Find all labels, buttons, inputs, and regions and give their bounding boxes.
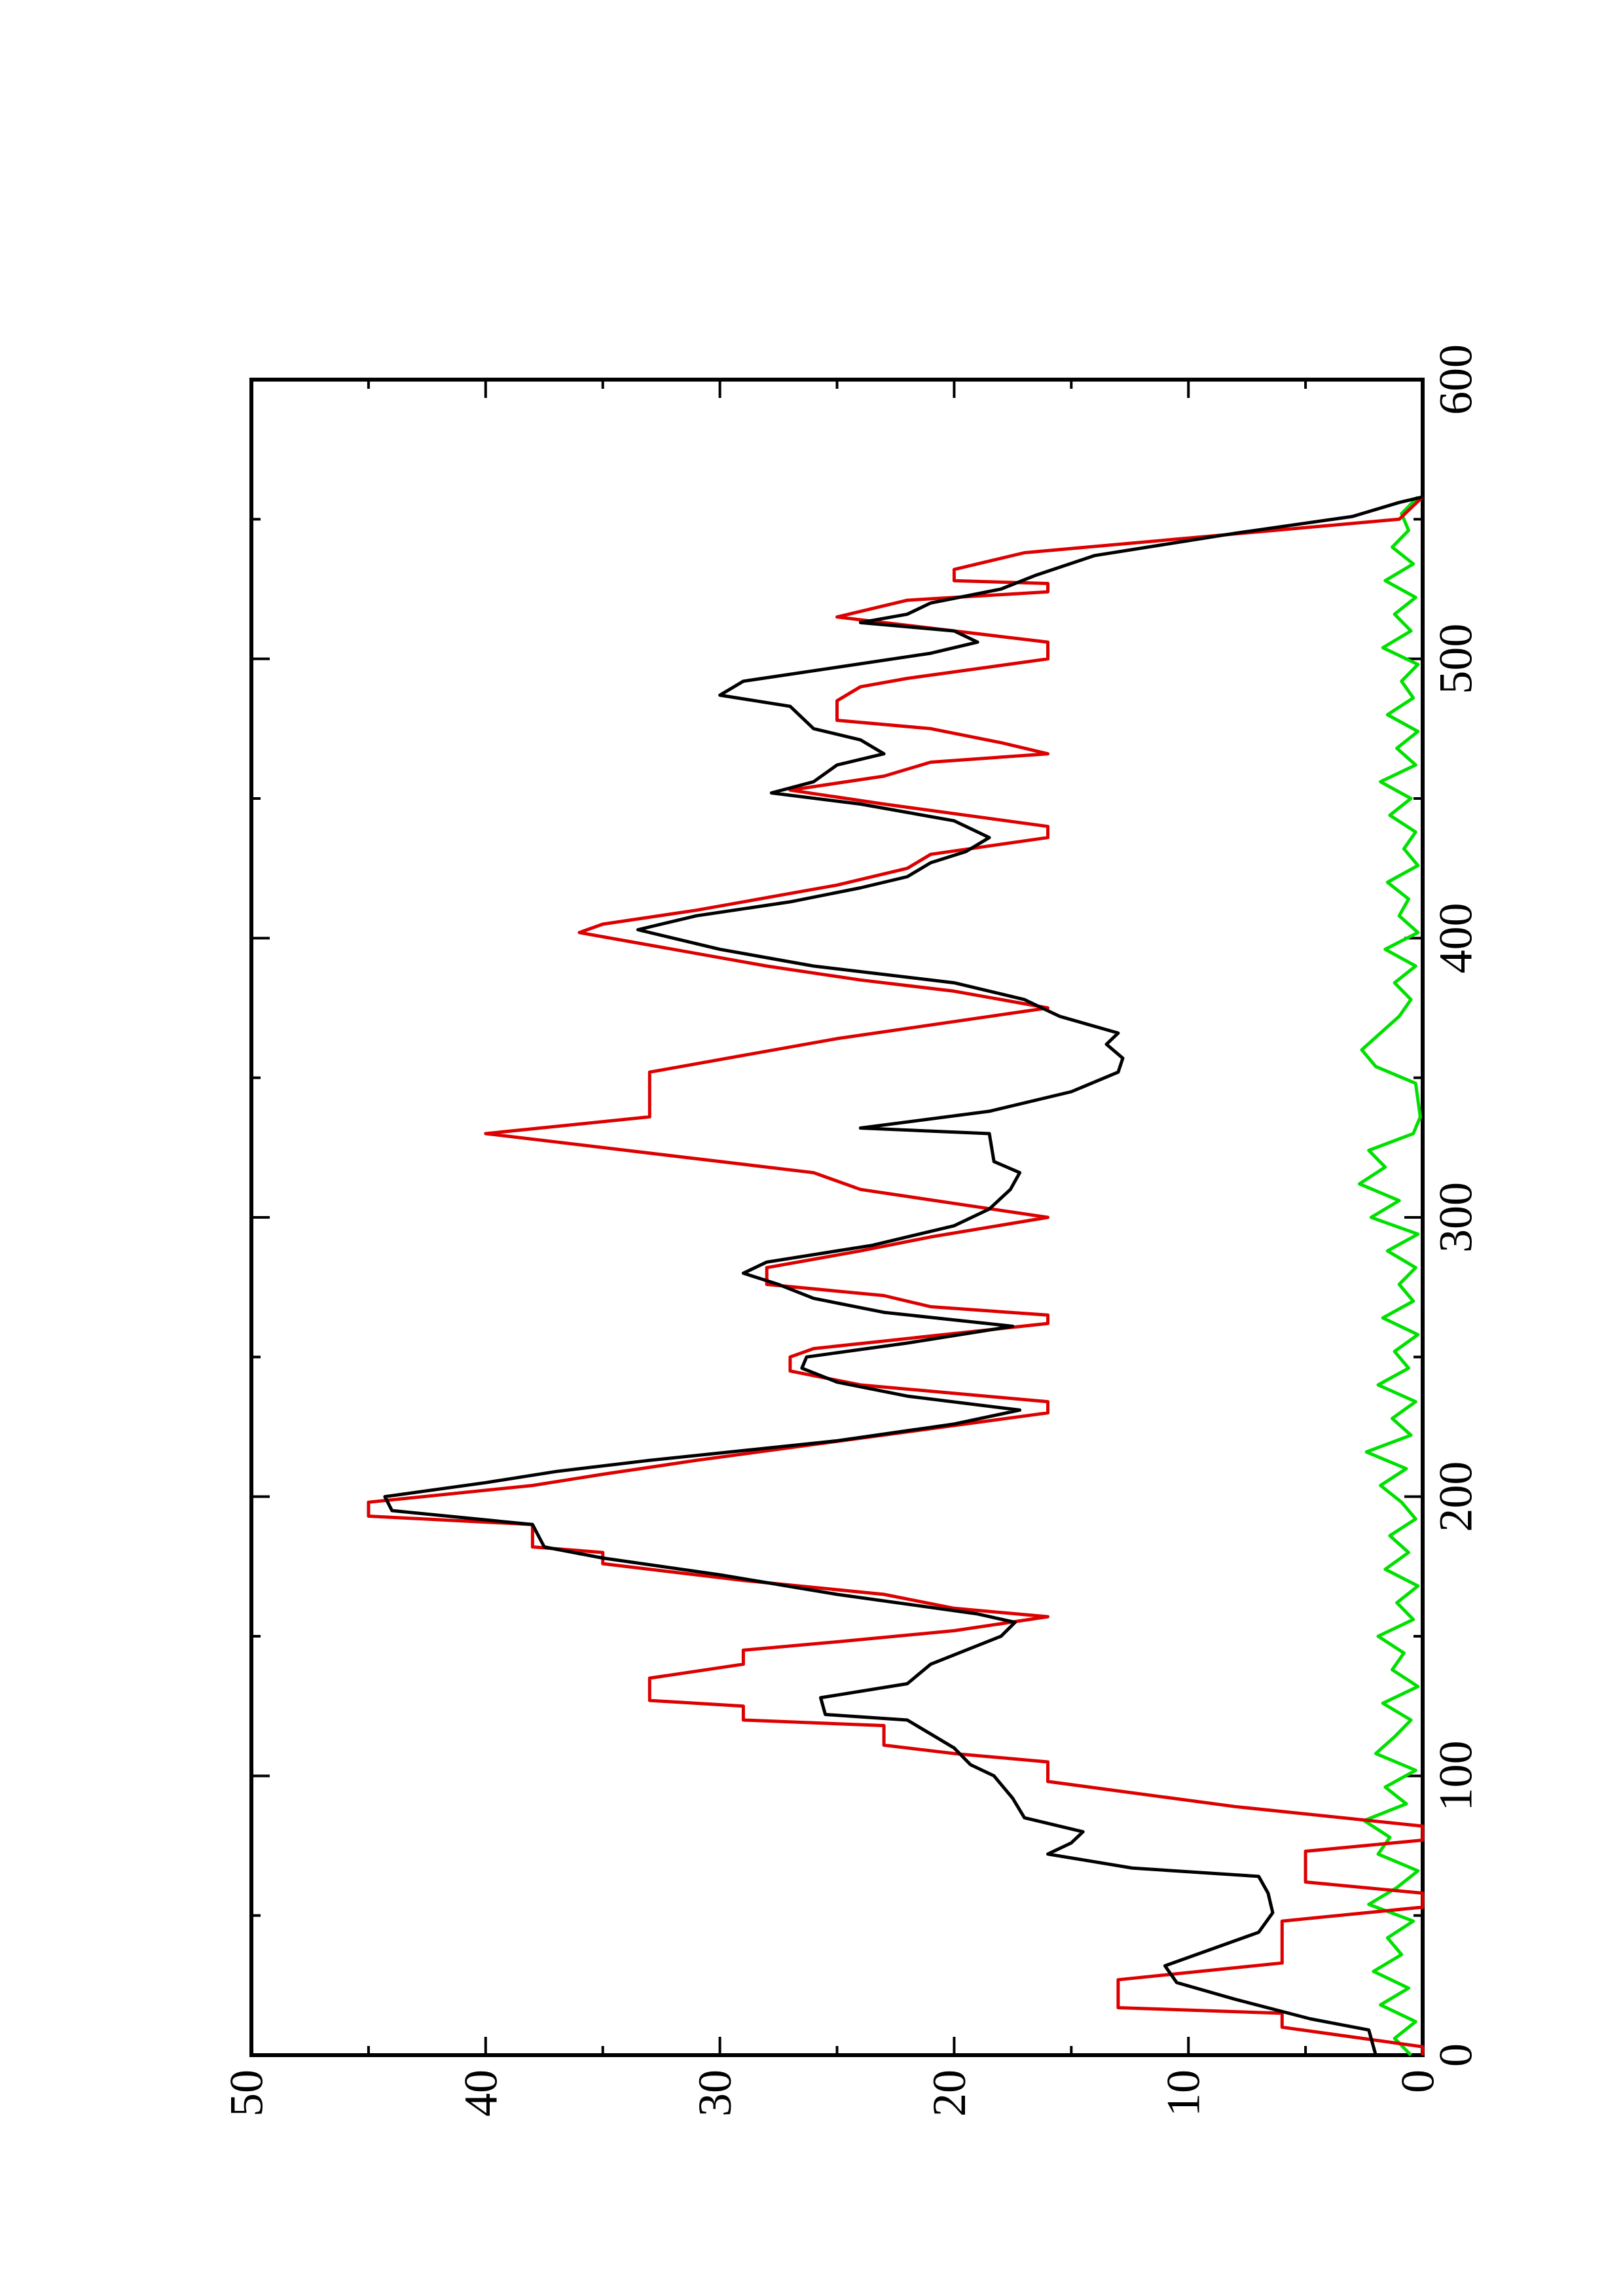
x-tick-label: 0	[1430, 2043, 1482, 2067]
x-tick-label: 500	[1430, 624, 1482, 694]
x-tick-label: 400	[1430, 903, 1482, 973]
x-tick-label: 100	[1430, 1740, 1482, 1811]
y-tick-label: 30	[689, 2070, 741, 2117]
x-tick-label: 200	[1430, 1462, 1482, 1532]
plot-frame	[249, 378, 1425, 2057]
x-tick-label: 300	[1430, 1182, 1482, 1253]
y-tick-label: 40	[454, 2070, 507, 2117]
x-tick-label: 600	[1430, 344, 1482, 415]
rotated-plot: 0 100 200 300 400 500 600 0 10 20 30 40 50	[221, 344, 1482, 2117]
series-line	[367, 495, 1425, 2055]
y-tick-label: 20	[923, 2070, 976, 2117]
y-tick-label: 50	[221, 2070, 273, 2117]
series-line	[383, 495, 1423, 2056]
y-tick-label: 0	[1392, 2070, 1444, 2093]
series-line	[1357, 495, 1422, 2056]
y-tick-label: 10	[1158, 2070, 1210, 2117]
